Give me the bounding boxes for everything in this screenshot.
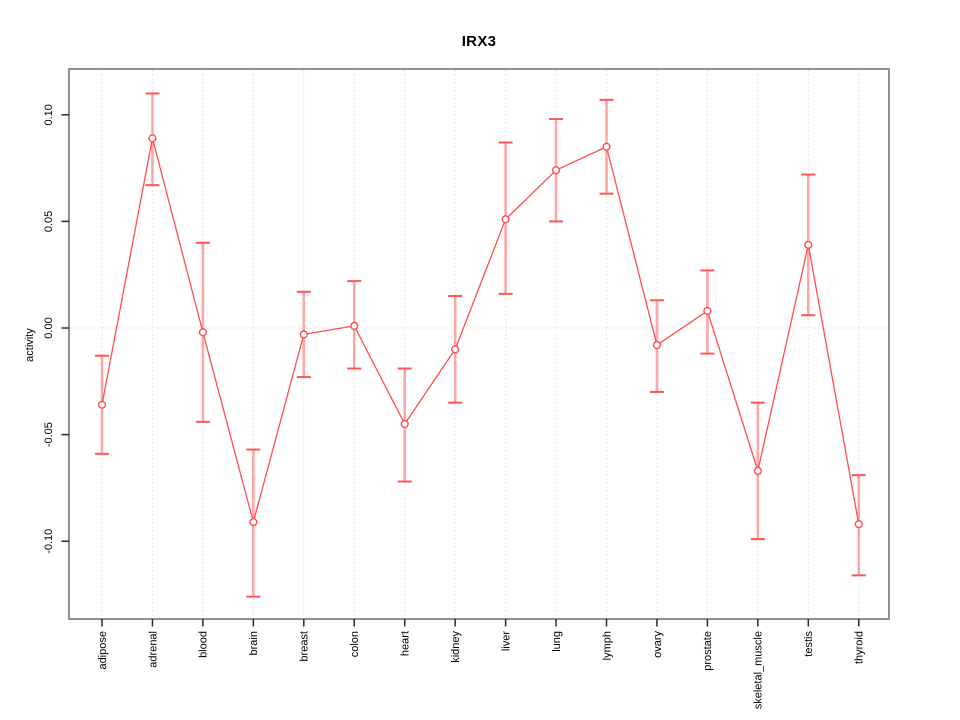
x-tick-label: adipose xyxy=(97,631,109,670)
x-tick-label: blood xyxy=(198,631,210,658)
x-tick-label: prostate xyxy=(702,631,714,671)
data-point-marker xyxy=(703,306,712,316)
x-tick-label: colon xyxy=(349,631,361,657)
x-tick-label: skeletal_muscle xyxy=(753,631,765,709)
data-point-marker xyxy=(854,520,863,529)
x-tick-label: lymph xyxy=(601,631,613,660)
data-point-marker xyxy=(97,400,107,409)
x-tick-label: heart xyxy=(400,631,412,656)
y-tick-label: 0.00 xyxy=(43,317,55,338)
y-tick-label: 0.05 xyxy=(43,211,55,232)
data-point-marker xyxy=(602,142,611,151)
x-tick-label: breast xyxy=(299,631,311,662)
y-tick-label: -0.10 xyxy=(43,529,55,554)
data-point-marker xyxy=(551,166,561,175)
data-point-marker xyxy=(501,215,510,224)
data-point-marker xyxy=(198,328,208,337)
data-point-marker xyxy=(804,240,813,249)
data-point-marker xyxy=(451,345,460,354)
chart-title: IRX3 xyxy=(461,33,497,50)
x-tick-label: lung xyxy=(551,631,563,652)
data-point-marker xyxy=(652,340,662,350)
x-tick-label: testis xyxy=(803,631,815,657)
x-tick-label: liver xyxy=(500,631,512,652)
y-tick-label: -0.05 xyxy=(43,422,55,447)
x-tick-label: kidney xyxy=(450,631,462,663)
x-tick-label: brain xyxy=(248,631,260,655)
data-point-marker xyxy=(350,321,359,330)
x-tick-label: thyroid xyxy=(854,631,866,664)
data-point-marker xyxy=(753,466,762,475)
y-tick-label: 0.10 xyxy=(43,104,55,125)
x-tick-label: adrenal xyxy=(147,631,159,668)
plot-border xyxy=(68,68,890,620)
x-tick-label: ovary xyxy=(652,631,664,658)
data-point-marker xyxy=(299,330,308,339)
data-point-marker xyxy=(400,419,409,429)
data-point-marker xyxy=(249,517,258,527)
y-axis-label: activity xyxy=(24,328,36,362)
data-point-marker xyxy=(148,134,157,143)
series-line xyxy=(101,137,860,525)
